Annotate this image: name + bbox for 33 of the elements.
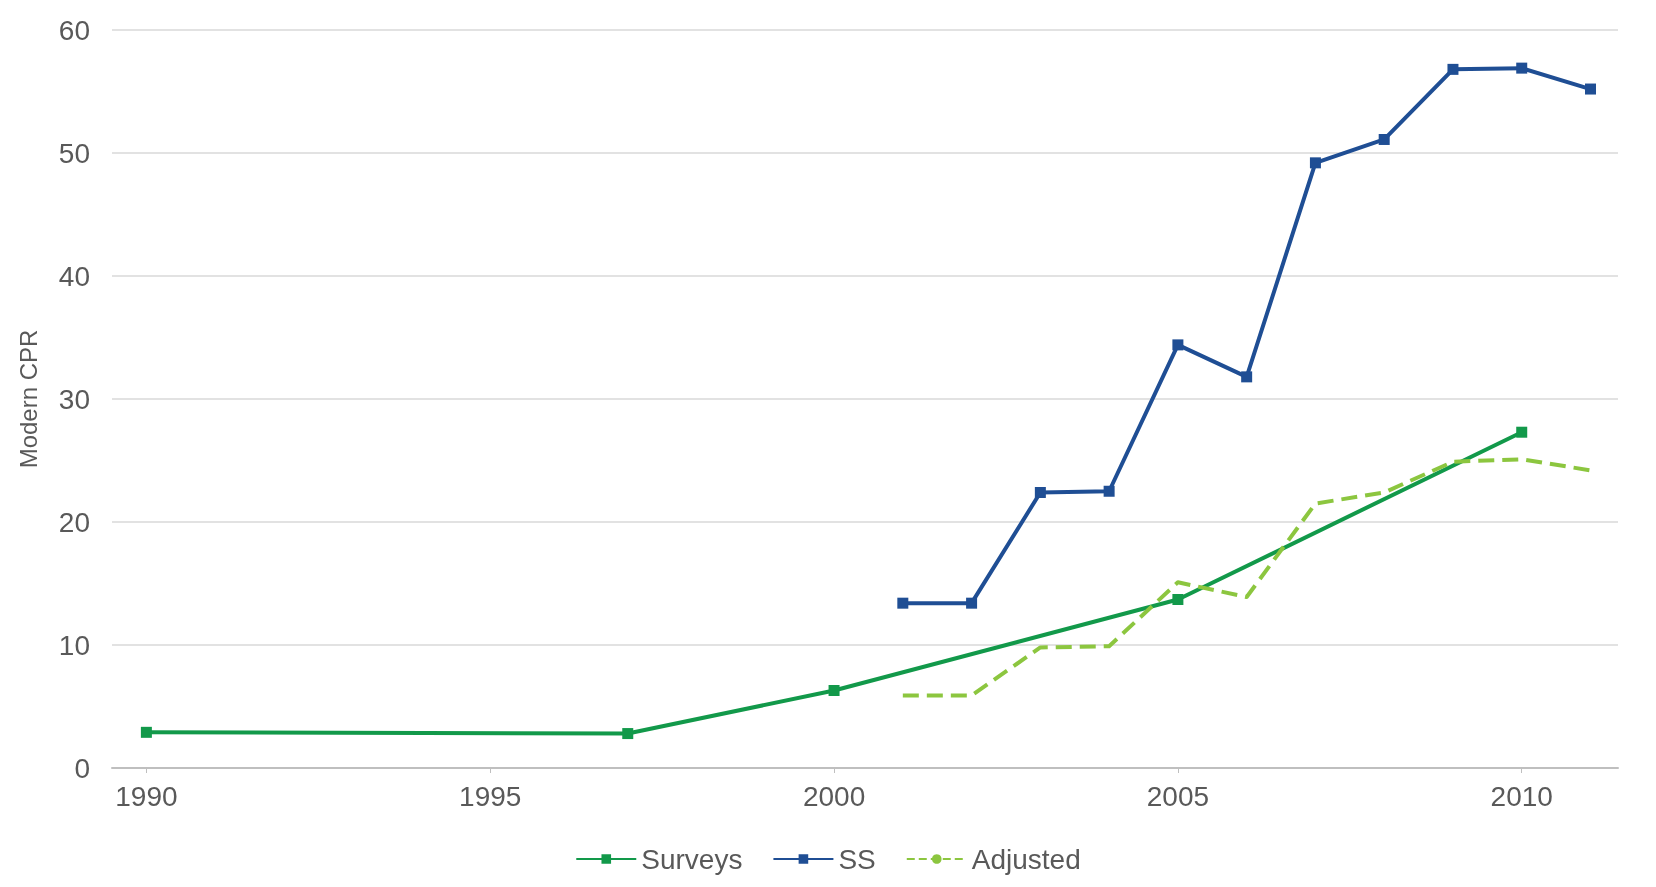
point bbox=[1516, 426, 1528, 438]
y-tick-label: 40 bbox=[58, 260, 90, 292]
y-tick-label: 20 bbox=[58, 506, 90, 538]
x-tick-label: 2000 bbox=[802, 780, 866, 812]
point bbox=[622, 728, 634, 740]
y-tick-label: 60 bbox=[58, 14, 90, 46]
point bbox=[1516, 62, 1528, 74]
legend-label: SS bbox=[838, 843, 876, 875]
point bbox=[140, 726, 152, 738]
y-axis-title: Modern CPR bbox=[14, 329, 42, 469]
point bbox=[1034, 486, 1046, 498]
x-tick-label: 1995 bbox=[459, 780, 522, 812]
point bbox=[1172, 339, 1184, 351]
point bbox=[1172, 593, 1184, 605]
point bbox=[1103, 485, 1115, 497]
point bbox=[1309, 157, 1321, 169]
y-tick-label: 10 bbox=[58, 629, 90, 661]
point bbox=[966, 597, 978, 609]
point bbox=[1378, 133, 1390, 145]
y-tick-label: 0 bbox=[74, 752, 90, 784]
x-tick-label: 1990 bbox=[115, 780, 178, 812]
legend-label: Surveys bbox=[641, 843, 743, 875]
point bbox=[828, 685, 840, 697]
x-tick-label: 2010 bbox=[1490, 780, 1553, 812]
point bbox=[1241, 371, 1253, 383]
x-tick-label: 2005 bbox=[1146, 780, 1210, 812]
point bbox=[897, 597, 909, 609]
y-tick-label: 30 bbox=[58, 383, 90, 415]
line-series bbox=[900, 457, 1593, 698]
point bbox=[1447, 63, 1459, 75]
point bbox=[1584, 83, 1596, 95]
y-tick-label: 50 bbox=[58, 137, 90, 169]
legend-label: Adjusted bbox=[971, 843, 1081, 875]
